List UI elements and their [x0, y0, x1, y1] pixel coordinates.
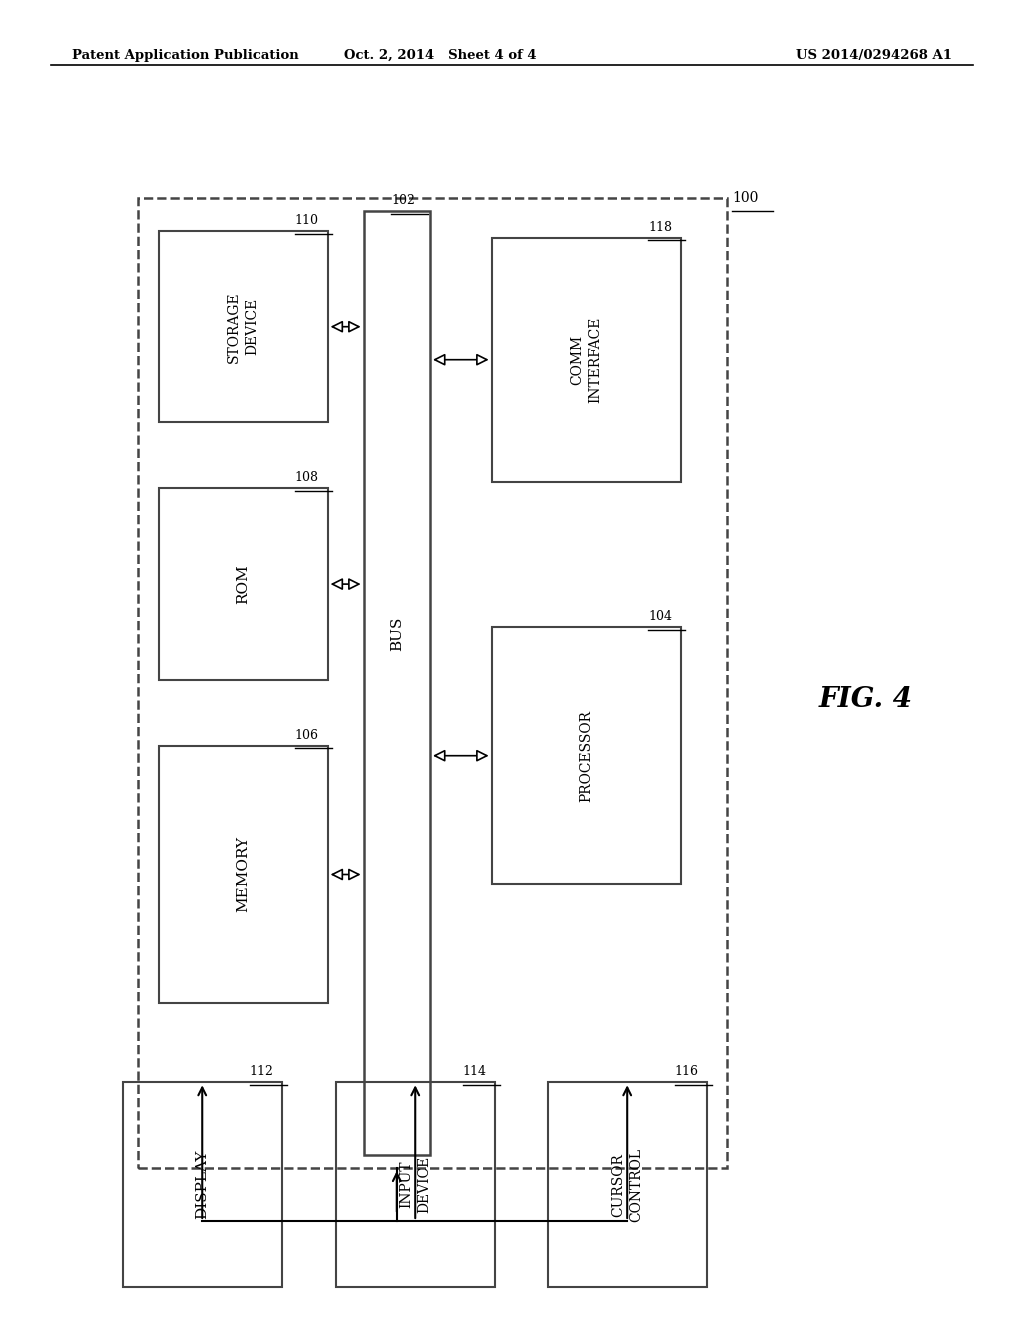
Text: FIG. 4: FIG. 4	[818, 686, 912, 713]
Text: 118: 118	[648, 220, 672, 234]
Text: Oct. 2, 2014   Sheet 4 of 4: Oct. 2, 2014 Sheet 4 of 4	[344, 49, 537, 62]
Text: MEMORY: MEMORY	[237, 837, 250, 912]
Text: 108: 108	[295, 471, 318, 484]
Text: INPUT
DEVICE: INPUT DEVICE	[399, 1156, 431, 1213]
Text: STORAGE
DEVICE: STORAGE DEVICE	[227, 290, 259, 363]
Text: COMM
INTERFACE: COMM INTERFACE	[570, 317, 602, 403]
Text: DISPLAY: DISPLAY	[196, 1150, 209, 1220]
Text: US 2014/0294268 A1: US 2014/0294268 A1	[797, 49, 952, 62]
Text: 102: 102	[391, 194, 415, 207]
Text: ROM: ROM	[237, 564, 250, 605]
Text: 100: 100	[732, 190, 759, 205]
Text: 110: 110	[295, 214, 318, 227]
Text: 112: 112	[250, 1065, 273, 1078]
Text: BUS: BUS	[390, 616, 403, 651]
Text: PROCESSOR: PROCESSOR	[580, 710, 593, 801]
Bar	[138, 198, 727, 1168]
Text: 104: 104	[648, 610, 672, 623]
Bar	[364, 211, 430, 1155]
Text: CURSOR
CONTROL: CURSOR CONTROL	[611, 1147, 643, 1222]
Bar	[336, 1082, 495, 1287]
Bar	[123, 1082, 282, 1287]
Text: 114: 114	[463, 1065, 486, 1078]
Bar	[548, 1082, 707, 1287]
Bar	[159, 488, 328, 680]
Bar	[159, 231, 328, 422]
Bar	[492, 627, 681, 884]
Bar	[492, 238, 681, 482]
Text: 116: 116	[675, 1065, 698, 1078]
Text: Patent Application Publication: Patent Application Publication	[72, 49, 298, 62]
Bar	[159, 746, 328, 1003]
Text: 106: 106	[295, 729, 318, 742]
